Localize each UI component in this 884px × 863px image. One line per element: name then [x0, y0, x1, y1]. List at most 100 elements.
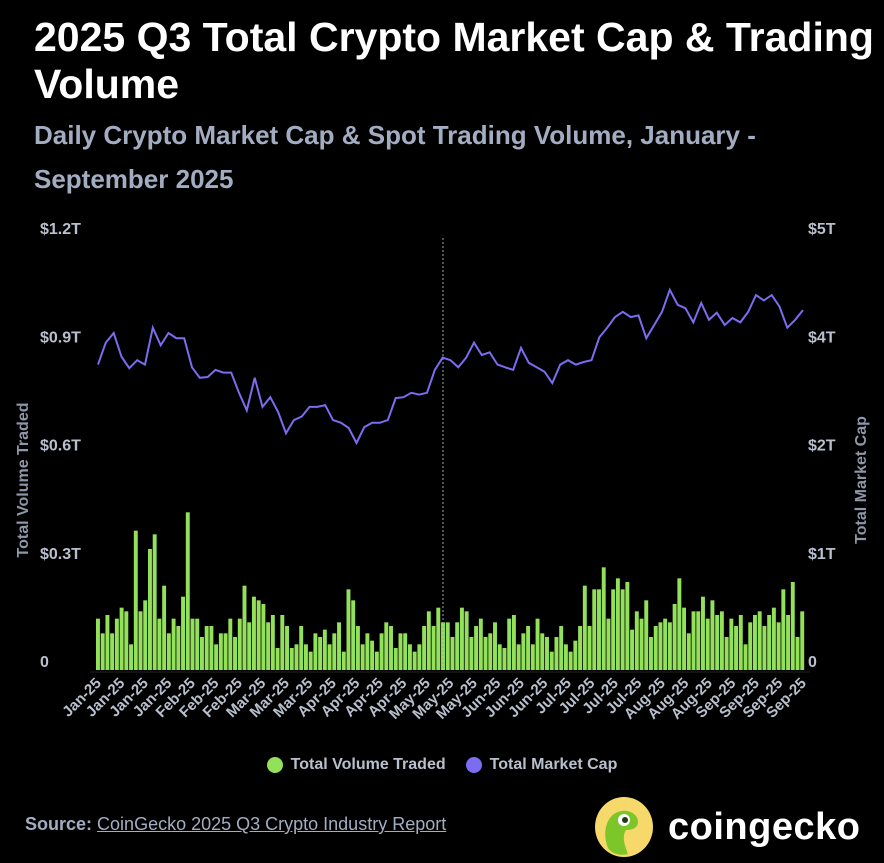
volume-bar — [748, 622, 753, 670]
volume-bar — [114, 618, 119, 670]
volume-bar — [195, 618, 200, 670]
volume-bar — [308, 651, 313, 670]
volume-bar — [379, 633, 384, 670]
volume-bar — [431, 626, 436, 670]
legend-item-volume[interactable]: Total Volume Traded — [266, 756, 446, 774]
volume-bar — [790, 582, 795, 670]
volume-bar — [686, 633, 691, 670]
gecko-icon — [595, 797, 653, 857]
volume-bar — [261, 604, 266, 670]
volume-bar — [337, 622, 341, 670]
legend-item-market-cap[interactable]: Total Market Cap — [465, 756, 617, 774]
volume-bar — [535, 618, 540, 670]
page-subtitle: Daily Crypto Market Cap & Spot Trading V… — [34, 120, 756, 194]
source-footer: Source: CoinGecko 2025 Q3 Crypto Industr… — [25, 814, 446, 835]
volume-bar — [757, 611, 762, 670]
volume-bar — [247, 622, 252, 670]
volume-bar — [597, 589, 601, 670]
volume-bar — [630, 629, 635, 670]
volume-bar — [218, 633, 223, 670]
volume-bar — [459, 607, 464, 670]
volume-bar — [100, 633, 105, 670]
volume-bar — [214, 644, 219, 670]
volume-bar — [592, 589, 597, 670]
volume-bar — [398, 633, 403, 670]
volume-bar — [251, 596, 256, 670]
volume-bar — [762, 626, 767, 670]
volume-bar — [719, 611, 724, 670]
volume-bar — [620, 589, 625, 670]
volume-bar — [667, 622, 672, 670]
market-cap-swatch-icon — [465, 757, 482, 773]
y-right-axis-title: Total Market Cap — [853, 416, 870, 544]
volume-bar — [497, 644, 502, 670]
y-left-tick-label: $1.2T — [40, 221, 81, 238]
volume-bar — [582, 585, 587, 670]
y-left-tick-label: 0 — [40, 654, 49, 671]
volume-bar — [204, 626, 209, 670]
volume-bar — [786, 615, 791, 670]
volume-bar — [407, 644, 412, 670]
volume-bar — [233, 637, 237, 670]
volume-bar — [199, 637, 204, 670]
volume-bar — [157, 618, 162, 670]
source-link[interactable]: CoinGecko 2025 Q3 Crypto Industry Report — [97, 814, 447, 834]
volume-bar — [171, 618, 176, 670]
volume-bar — [96, 618, 100, 670]
volume-bar — [478, 618, 483, 670]
brand-name: coingecko — [668, 805, 861, 848]
y-left-axis-title: Total Volume Traded — [15, 403, 32, 558]
volume-bar — [540, 633, 545, 670]
volume-bar — [682, 607, 687, 670]
market-cap-line — [97, 287, 804, 446]
volume-bar — [658, 622, 663, 670]
volume-bar — [795, 637, 800, 670]
volume-bar — [152, 534, 157, 670]
volume-bar — [322, 629, 327, 670]
volume-bar — [715, 615, 720, 670]
volume-bar — [138, 611, 143, 670]
volume-bar — [753, 615, 757, 670]
volume-bar — [611, 589, 616, 670]
volume-bar — [190, 618, 195, 670]
volume-bar — [124, 611, 129, 670]
volume-bar — [644, 600, 649, 670]
volume-bar — [327, 644, 332, 670]
y-right-tick-label: 0 — [808, 654, 817, 671]
volume-bar — [530, 644, 535, 670]
volume-bar — [256, 600, 261, 670]
volume-bar — [724, 637, 729, 670]
volume-bar — [181, 596, 186, 670]
volume-bar — [488, 633, 493, 670]
volume-bar — [147, 549, 152, 670]
volume-bar — [781, 589, 786, 670]
volume-bar — [672, 604, 677, 670]
volume-bar — [176, 626, 181, 670]
volume-bar — [800, 611, 805, 670]
volume-bar — [601, 567, 606, 670]
volume-bar — [351, 600, 356, 670]
volume-bar — [573, 640, 578, 670]
source-label: Source: — [25, 814, 93, 834]
volume-bar — [507, 618, 512, 670]
page-title: 2025 Q3 Total Crypto Market Cap & Tradin… — [34, 14, 874, 107]
volume-bar — [393, 648, 398, 670]
volume-bar — [355, 626, 360, 670]
volume-bar — [502, 648, 507, 670]
volume-bar — [422, 626, 427, 670]
volume-bar — [275, 648, 280, 670]
volume-bar — [185, 512, 190, 670]
volume-bar — [526, 626, 531, 670]
volume-bar — [606, 618, 611, 670]
legend: Total Volume Traded Total Market Cap — [0, 756, 884, 774]
volume-bar — [289, 648, 294, 670]
volume-bar — [223, 633, 228, 670]
volume-bar — [303, 644, 308, 670]
volume-bar — [578, 626, 583, 670]
volume-bar — [228, 618, 233, 670]
y-right-tick-label: $1T — [808, 546, 836, 563]
volume-bar — [266, 622, 271, 670]
volume-swatch-icon — [266, 757, 283, 773]
volume-bar — [677, 578, 682, 670]
